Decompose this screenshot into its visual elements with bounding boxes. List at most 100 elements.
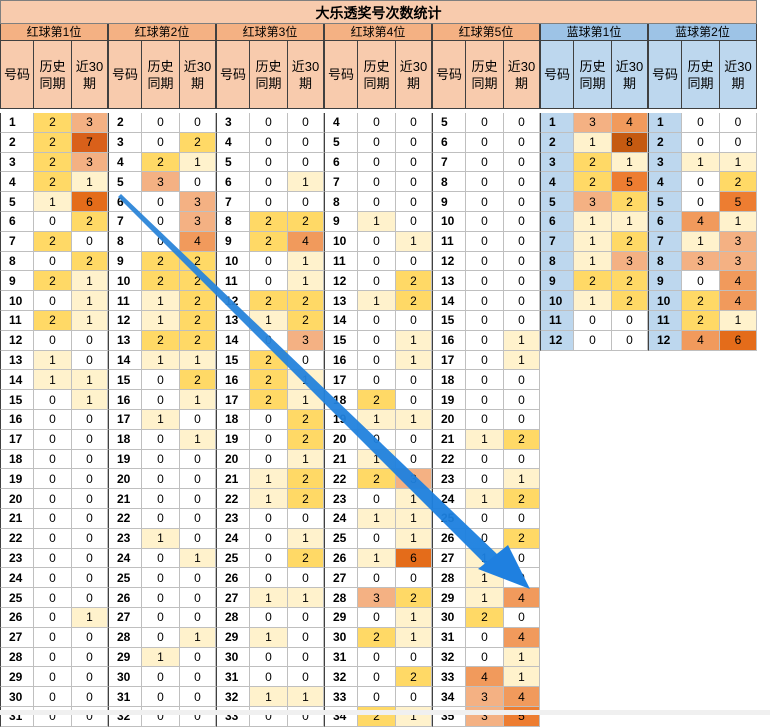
recent30-count: 8 [612, 132, 648, 153]
recent30-count: 0 [72, 350, 108, 371]
ball-number: 22 [0, 528, 34, 549]
ball-number: 13 [0, 350, 34, 371]
empty-cell [648, 529, 682, 549]
recent30-count: 3 [612, 251, 648, 272]
empty-cell [648, 410, 682, 430]
recent30-count: 0 [180, 687, 216, 707]
recent30-count: 1 [504, 330, 540, 351]
col-header-label: 历史 同期 [363, 58, 389, 92]
empty-cell [720, 568, 757, 588]
recent30-count: 3 [396, 469, 432, 490]
history-count: 3 [574, 113, 612, 133]
ball-number: 14 [324, 310, 358, 331]
col-header-line: 同期 [255, 75, 282, 91]
empty-cell [682, 370, 720, 390]
history-count: 0 [142, 132, 180, 153]
recent30-count: 3 [720, 251, 757, 272]
empty-cell [682, 667, 720, 687]
ball-number: 23 [324, 489, 358, 509]
empty-cell [720, 648, 757, 668]
recent30-count: 0 [396, 310, 432, 331]
group-header-6: 蓝球第1位 [540, 24, 648, 41]
ball-number: 8 [540, 251, 574, 272]
history-count: 0 [574, 310, 612, 331]
ball-number: 11 [432, 231, 466, 252]
ball-number: 8 [432, 172, 466, 193]
ball-number: 26 [216, 568, 250, 589]
ball-number: 21 [0, 508, 34, 529]
history-count: 2 [358, 469, 396, 490]
history-count: 0 [250, 568, 288, 589]
ball-number: 10 [108, 271, 142, 292]
recent30-count: 0 [180, 469, 216, 490]
history-count: 0 [358, 568, 396, 589]
history-count: 0 [250, 647, 288, 668]
table-row: 11 2 1 12 1 2 13 1 2 14 0 0 15 0 0 11 0 0 11 2 1 [0, 310, 757, 331]
ball-number: 31 [216, 667, 250, 688]
ball-number: 20 [108, 469, 142, 490]
ball-number: 29 [324, 607, 358, 628]
history-count: 3 [574, 192, 612, 212]
ball-number: 25 [216, 548, 250, 569]
empty-cell [574, 450, 612, 470]
history-count: 0 [574, 330, 612, 351]
history-count: 2 [34, 310, 72, 331]
recent30-count: 0 [72, 231, 108, 252]
history-count: 0 [142, 429, 180, 450]
history-count: 1 [466, 568, 504, 589]
history-count: 0 [142, 667, 180, 688]
history-count: 0 [682, 172, 720, 193]
recent30-count: 4 [288, 231, 324, 252]
history-count: 0 [250, 607, 288, 628]
ball-number: 28 [432, 568, 466, 589]
history-count: 4 [682, 211, 720, 232]
col-header-history: 历史 同期 [358, 41, 396, 109]
empty-cell [540, 410, 574, 430]
recent30-count: 1 [72, 271, 108, 292]
history-count: 0 [34, 647, 72, 668]
history-count: 0 [250, 449, 288, 470]
history-count: 2 [574, 271, 612, 292]
recent30-count: 1 [612, 152, 648, 173]
empty-cell [574, 351, 612, 371]
ball-number: 11 [540, 310, 574, 331]
history-count: 2 [34, 152, 72, 173]
empty-cell [612, 687, 648, 707]
empty-cell [612, 370, 648, 390]
col-header-label: 历史 同期 [39, 58, 65, 92]
col-header-label: 近30 期 [616, 58, 643, 92]
recent30-count: 6 [720, 330, 757, 351]
ball-number: 28 [216, 607, 250, 628]
history-count: 0 [142, 687, 180, 707]
history-count: 1 [466, 429, 504, 450]
ball-number: 9 [324, 211, 358, 232]
ball-number: 6 [0, 211, 34, 232]
ball-number: 23 [0, 548, 34, 569]
ball-number: 10 [324, 231, 358, 252]
ball-number: 6 [216, 172, 250, 193]
recent30-count: 0 [504, 211, 540, 232]
history-count: 2 [34, 113, 72, 133]
col-header-history: 历史 同期 [142, 41, 180, 109]
empty-cell [574, 549, 612, 569]
ball-number: 12 [324, 271, 358, 292]
empty-cell [648, 390, 682, 410]
empty-cell [612, 608, 648, 628]
col-header-line: 历史 [39, 58, 66, 74]
history-count: 0 [358, 271, 396, 292]
empty-cell [574, 648, 612, 668]
history-count: 0 [250, 271, 288, 292]
ball-number: 1 [0, 113, 34, 133]
table-row: 26 0 1 27 0 0 28 0 0 29 0 1 30 2 0 [0, 607, 757, 628]
ball-number: 30 [432, 607, 466, 628]
history-count: 1 [358, 548, 396, 569]
ball-number: 4 [648, 172, 682, 193]
recent30-count: 0 [288, 152, 324, 173]
empty-cell [540, 370, 574, 390]
col-header-recent30: 近30 期 [180, 41, 216, 109]
empty-cell [720, 687, 757, 707]
ball-number: 17 [324, 370, 358, 391]
ball-number: 16 [0, 409, 34, 430]
recent30-count: 2 [288, 469, 324, 490]
